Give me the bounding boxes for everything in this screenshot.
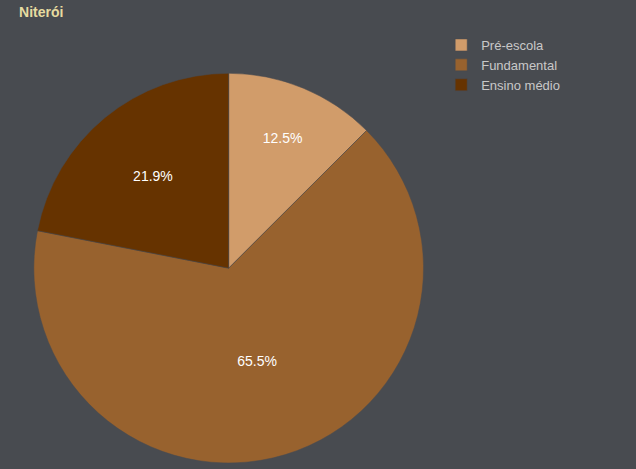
svg-text:65.5%: 65.5%: [237, 353, 277, 369]
svg-text:21.9%: 21.9%: [133, 168, 173, 184]
svg-text:Ensino médio: Ensino médio: [481, 78, 560, 93]
svg-text:Fundamental: Fundamental: [481, 58, 557, 73]
svg-text:Niterói: Niterói: [19, 4, 63, 20]
svg-text:Pré-escola: Pré-escola: [481, 38, 544, 53]
svg-text:12.5%: 12.5%: [263, 130, 303, 146]
